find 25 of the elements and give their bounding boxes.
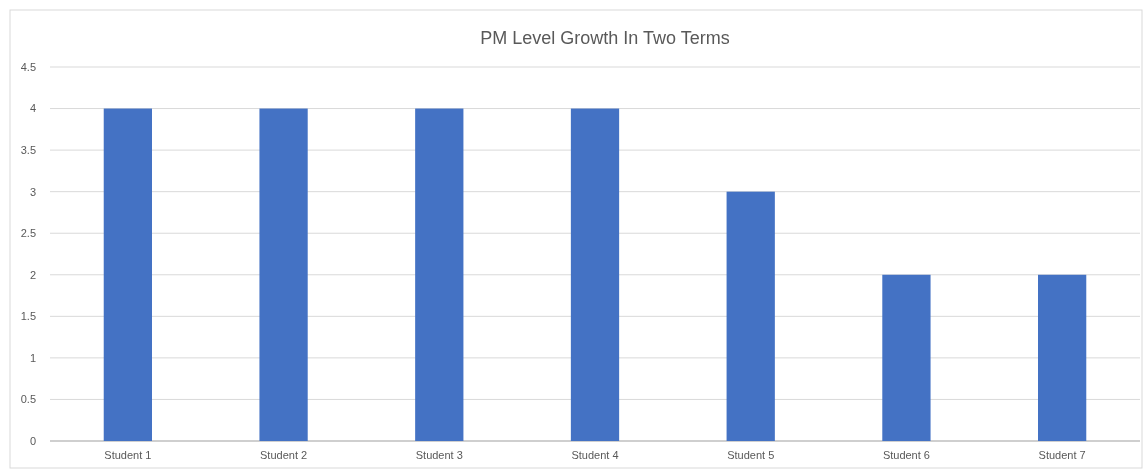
bar: [1038, 274, 1087, 441]
chart-title: PM Level Growth In Two Terms: [480, 28, 730, 48]
y-tick-label: 3: [29, 185, 36, 198]
x-tick-label: Student 6: [882, 449, 930, 461]
bar: [103, 108, 152, 441]
y-tick-label: 3.5: [20, 143, 36, 156]
x-tick-label: Student 5: [727, 449, 775, 461]
x-tick-label: Student 2: [260, 449, 308, 461]
x-tick-label: Student 7: [1038, 449, 1086, 461]
bar: [726, 191, 775, 441]
y-tick-label: 1.5: [20, 310, 36, 323]
bar: [882, 274, 931, 441]
y-tick-label: 4: [29, 102, 36, 115]
bar: [570, 108, 620, 441]
y-tick-label: 0: [29, 434, 36, 447]
x-tick-label: Student 1: [104, 449, 152, 461]
y-tick-label: 2.5: [20, 227, 36, 240]
y-tick-label: 1: [29, 351, 36, 364]
bar: [259, 108, 308, 441]
y-tick-label: 2: [29, 268, 36, 281]
y-tick-label: 0.5: [20, 393, 36, 406]
x-tick-label: Student 4: [571, 449, 619, 461]
bar: [415, 108, 464, 441]
x-tick-label: Student 3: [415, 449, 463, 461]
y-tick-label: 4.5: [20, 60, 36, 73]
